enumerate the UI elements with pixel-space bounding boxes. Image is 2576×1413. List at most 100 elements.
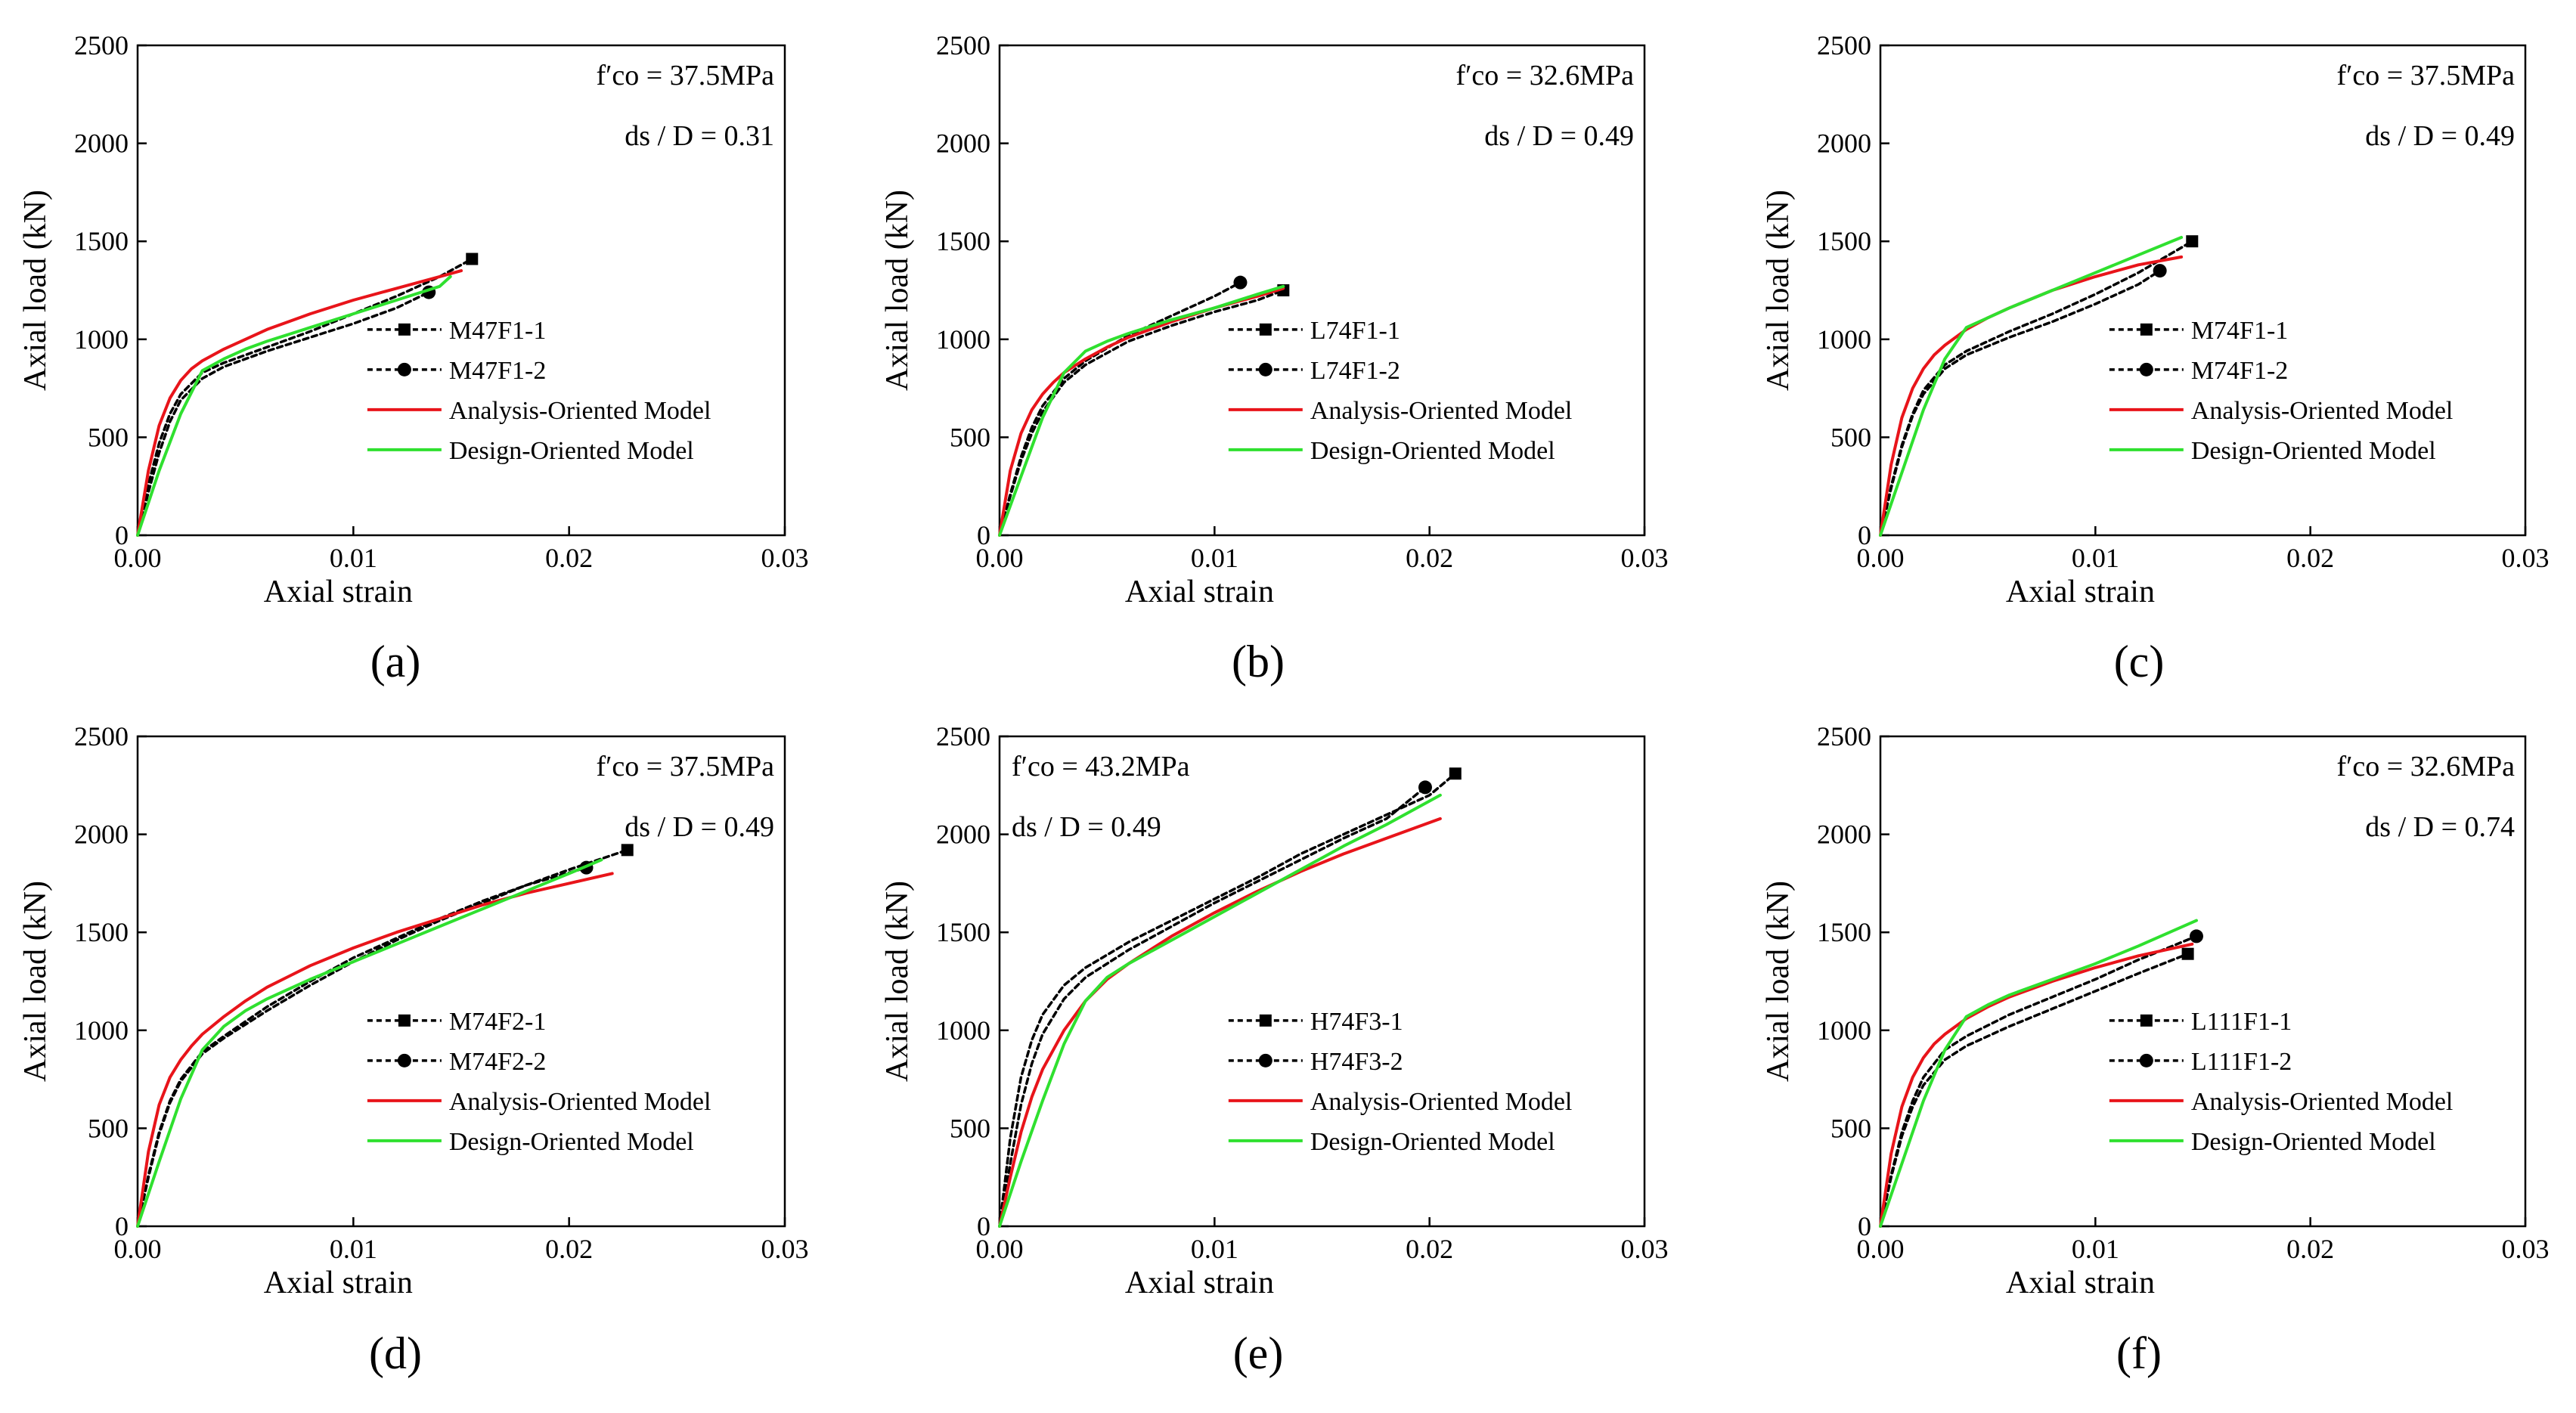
legend-label: Design-Oriented Model (1310, 437, 1555, 465)
y-tick-label: 1500 (74, 226, 129, 256)
series-line-design-oriented-model (998, 284, 1285, 537)
y-tick-label: 1500 (74, 917, 129, 947)
legend-marker (398, 323, 411, 336)
legend-label: M74F2-2 (449, 1048, 546, 1076)
y-tick-label: 2500 (1817, 721, 1871, 751)
x-tick-label: 0.00 (1857, 543, 1905, 573)
panel-label: (e) (1233, 1328, 1284, 1378)
y-axis-title: Axial load (kN) (880, 881, 915, 1082)
y-axis-title: Axial load (kN) (18, 190, 53, 391)
plot-frame (1879, 44, 2527, 537)
end-marker-5-0 (2181, 947, 2194, 960)
legend-label: H74F3-1 (1310, 1008, 1403, 1036)
legend-label: Analysis-Oriented Model (1310, 1088, 1573, 1116)
legend-marker (397, 362, 411, 376)
panel-label: (a) (370, 637, 421, 686)
x-tick-label: 0.02 (1406, 1234, 1453, 1264)
x-tick-label: 0.00 (976, 543, 1024, 573)
y-tick-label: 2500 (74, 721, 129, 751)
x-tick-label: 0.00 (114, 1234, 162, 1264)
annotation-fco: f′co = 32.6MPa (1455, 60, 1634, 91)
x-tick-label: 0.00 (114, 543, 162, 573)
legend-label: M47F1-2 (449, 357, 546, 385)
series-line-h74f3-1 (998, 772, 1457, 1228)
y-tick-label: 1000 (74, 1015, 129, 1046)
legend-marker (398, 1014, 411, 1027)
y-tick-label: 0 (977, 520, 990, 550)
panel-c: 0 500 1000 1500 2000 2500 0.00 0.01 0.02 0.03 Axia… (1761, 30, 2550, 686)
y-tick-label: 2000 (74, 129, 129, 159)
y-tick-label: 2500 (936, 30, 990, 60)
x-tick-label: 0.00 (976, 1234, 1024, 1264)
legend-marker (2140, 323, 2153, 336)
y-tick-label: 2000 (936, 820, 990, 850)
series-line-analysis-oriented-model (1879, 255, 2184, 537)
series-line-analysis-oriented-model (136, 269, 463, 537)
annotation-fco: f′co = 43.2MPa (1012, 751, 1190, 782)
panel-label: (b) (1232, 637, 1285, 686)
series-line-l74f1-1 (998, 289, 1285, 537)
x-tick-label: 0.03 (1621, 1234, 1669, 1264)
x-tick-label: 0.01 (2072, 543, 2119, 573)
series-line-analysis-oriented-model (136, 872, 614, 1228)
annotation-fco: f′co = 32.6MPa (2336, 751, 2515, 782)
y-tick-label: 500 (1830, 422, 1871, 452)
series-line-m47f1-2 (136, 290, 430, 537)
legend-marker (1259, 1014, 1272, 1027)
plot-frame (1879, 735, 2527, 1228)
y-axis-title: Axial load (kN) (1761, 190, 1796, 391)
y-tick-label: 2500 (936, 721, 990, 751)
x-axis-title: Axial strain (264, 1266, 413, 1300)
legend-label: Design-Oriented Model (449, 437, 694, 465)
y-tick-label: 1000 (936, 1015, 990, 1046)
series-line-m74f1-2 (1879, 269, 2162, 537)
x-tick-label: 0.03 (1621, 543, 1669, 573)
x-tick-label: 0.01 (1191, 543, 1238, 573)
series-line-m47f1-1 (136, 257, 474, 537)
y-axis-title: Axial load (kN) (880, 190, 915, 391)
end-marker-1-1 (1233, 275, 1248, 290)
x-tick-label: 0.01 (2072, 1234, 2119, 1264)
legend-label: L74F1-1 (1310, 317, 1400, 345)
legend-label: L111F1-1 (2191, 1008, 2292, 1036)
plot-frame (136, 44, 786, 537)
y-tick-label: 2000 (1817, 129, 1871, 159)
legend-label: Design-Oriented Model (2191, 437, 2436, 465)
y-tick-label: 1000 (1817, 1015, 1871, 1046)
x-tick-label: 0.03 (761, 1234, 809, 1264)
x-axis-title: Axial strain (2006, 1266, 2155, 1300)
legend-label: M74F2-1 (449, 1008, 546, 1036)
annotation-fco: f′co = 37.5MPa (596, 751, 774, 782)
end-marker-2-1 (2153, 264, 2167, 278)
legend-label: H74F3-2 (1310, 1048, 1403, 1076)
x-tick-label: 0.01 (1191, 1234, 1238, 1264)
y-tick-label: 0 (115, 1211, 129, 1241)
legend-label: Design-Oriented Model (449, 1128, 694, 1156)
legend-label: M74F1-2 (2191, 357, 2288, 385)
y-tick-label: 0 (977, 1211, 990, 1241)
y-tick-label: 2000 (74, 820, 129, 850)
y-tick-label: 1000 (74, 324, 129, 355)
series-line-design-oriented-model (136, 274, 452, 537)
legend-label: M74F1-1 (2191, 317, 2288, 345)
x-tick-label: 0.02 (2286, 1234, 2334, 1264)
y-tick-label: 0 (115, 520, 129, 550)
legend-label: M47F1-1 (449, 317, 546, 345)
legend-marker (2140, 1014, 2153, 1027)
panel-d: 0 500 1000 1500 2000 2500 0.00 0.01 0.02 0.03 Axia… (18, 721, 809, 1378)
panel-a: 0 500 1000 1500 2000 2500 0.00 0.01 0.02 0.03 Axia… (18, 30, 809, 686)
legend-marker (1258, 1053, 1273, 1067)
y-tick-label: 2500 (74, 30, 129, 60)
panel-b: 0 500 1000 1500 2000 2500 0.00 0.01 0.02 0.03 Axia… (880, 30, 1669, 686)
plot-frame (998, 735, 1646, 1228)
x-tick-label: 0.02 (545, 1234, 593, 1264)
end-marker-4-1 (1418, 780, 1432, 795)
end-marker-2-0 (2186, 235, 2199, 248)
legend-label: Analysis-Oriented Model (449, 397, 711, 425)
x-tick-label: 0.00 (1857, 1234, 1905, 1264)
y-axis-title: Axial load (kN) (18, 881, 53, 1082)
end-marker-5-1 (2189, 929, 2203, 944)
legend-label: Analysis-Oriented Model (449, 1088, 711, 1116)
x-axis-title: Axial strain (1125, 575, 1274, 609)
y-tick-label: 1000 (936, 324, 990, 355)
